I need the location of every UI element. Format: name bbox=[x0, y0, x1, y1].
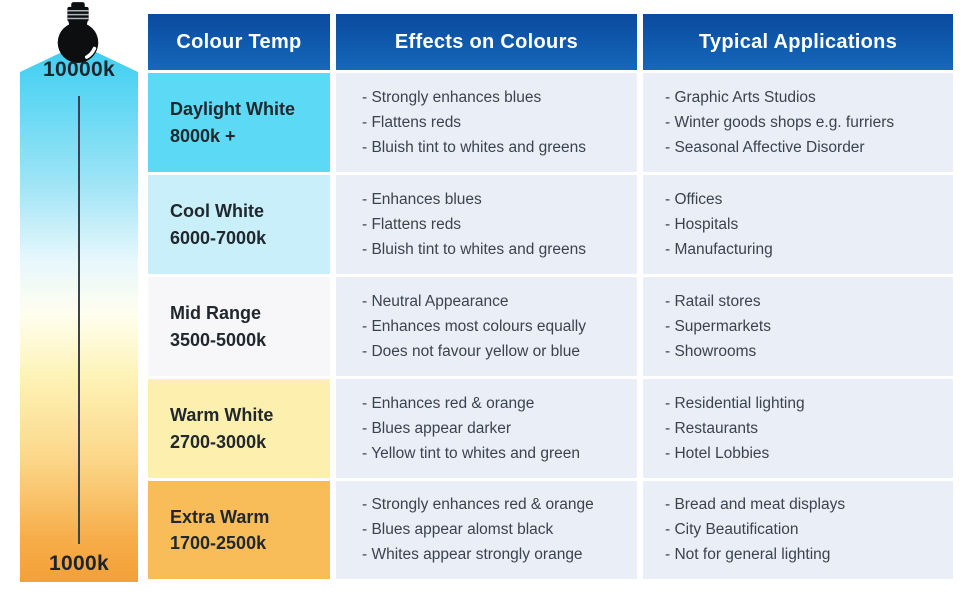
application-item: - Restaurants bbox=[665, 419, 759, 437]
effect-item: - Blues appear darker bbox=[362, 419, 512, 437]
row-applications-daylight-white: - Graphic Arts Studios - Winter goods sh… bbox=[643, 73, 953, 172]
header-colour-temp: Colour Temp bbox=[148, 14, 330, 70]
row-effects-warm-white: - Enhances red & orange - Blues appear d… bbox=[336, 379, 637, 478]
row-effects-mid-range: - Neutral Appearance - Enhances most col… bbox=[336, 277, 637, 376]
application-item: - Not for general lighting bbox=[665, 546, 831, 563]
effect-item: - Enhances most colours equally bbox=[362, 317, 587, 335]
effect-item: - Flattens reds bbox=[362, 215, 462, 233]
application-item: - Seasonal Affective Disorder bbox=[665, 138, 865, 156]
effect-item: - Neutral Appearance bbox=[362, 292, 509, 310]
row-applications-mid-range: - Ratail stores - Supermarkets - Showroo… bbox=[643, 277, 953, 376]
light-bulb-icon bbox=[57, 2, 99, 63]
effect-item: - Bluish tint to whites and greens bbox=[362, 138, 587, 156]
effect-item: - Strongly enhances blues bbox=[362, 88, 542, 106]
application-item: - Offices bbox=[665, 190, 723, 208]
effect-item: - Yellow tint to whites and green bbox=[362, 444, 580, 462]
row-applications-extra-warm: - Bread and meat displays - City Beautif… bbox=[643, 481, 953, 579]
colour-temp-range: 6000-7000k bbox=[170, 227, 267, 248]
row-label-daylight-white: Daylight White 8000k + bbox=[148, 73, 330, 172]
colour-temp-name: Cool White bbox=[170, 201, 264, 222]
colour-temp-range: 2700-3000k bbox=[170, 431, 267, 452]
colour-temp-range: 3500-5000k bbox=[170, 329, 267, 350]
row-effects-cool-white: - Enhances blues - Flattens reds - Bluis… bbox=[336, 175, 637, 274]
application-item: - Manufacturing bbox=[665, 240, 773, 258]
effect-item: - Enhances blues bbox=[362, 190, 482, 208]
effect-item: - Strongly enhances red & orange bbox=[362, 496, 594, 513]
application-item: - Hotel Lobbies bbox=[665, 444, 770, 462]
row-label-extra-warm: Extra Warm 1700-2500k bbox=[148, 481, 330, 579]
row-applications-warm-white: - Residential lighting - Restaurants - H… bbox=[643, 379, 953, 478]
colour-temp-name: Mid Range bbox=[170, 303, 262, 324]
colour-temp-range: 1700-2500k bbox=[170, 533, 267, 553]
application-item: - Supermarkets bbox=[665, 317, 771, 335]
colour-temp-name: Extra Warm bbox=[170, 506, 270, 527]
row-effects-extra-warm: - Strongly enhances red & orange - Blues… bbox=[336, 481, 637, 579]
application-item: - Hospitals bbox=[665, 215, 739, 233]
row-applications-cool-white: - Offices - Hospitals - Manufacturing bbox=[643, 175, 953, 274]
row-label-warm-white: Warm White 2700-3000k bbox=[148, 379, 330, 478]
effect-item: - Does not favour yellow or blue bbox=[362, 342, 580, 360]
colour-temp-range: 8000k + bbox=[170, 125, 236, 146]
application-item: - Showrooms bbox=[665, 342, 757, 360]
row-effects-daylight-white: - Strongly enhances blues - Flattens red… bbox=[336, 73, 637, 172]
colour-temp-name: Daylight White bbox=[170, 99, 295, 120]
row-label-cool-white: Cool White 6000-7000k bbox=[148, 175, 330, 274]
header-effects-on-colours: Effects on Colours bbox=[336, 14, 637, 70]
effect-item: - Flattens reds bbox=[362, 113, 462, 131]
effect-item: - Bluish tint to whites and greens bbox=[362, 240, 587, 258]
application-item: - Residential lighting bbox=[665, 394, 805, 412]
effect-item: - Enhances red & orange bbox=[362, 394, 535, 412]
application-item: - Bread and meat displays bbox=[665, 496, 846, 513]
kelvin-top-label: 10000k bbox=[43, 58, 115, 81]
header-typical-applications: Typical Applications bbox=[643, 14, 953, 70]
effect-item: - Whites appear strongly orange bbox=[362, 546, 583, 563]
colour-temp-table: Colour Temp Effects on Colours Typical A… bbox=[148, 14, 953, 579]
colour-temp-name: Warm White bbox=[170, 405, 274, 426]
application-item: - Graphic Arts Studios bbox=[665, 88, 816, 106]
kelvin-scale-line bbox=[78, 96, 80, 544]
kelvin-bottom-label: 1000k bbox=[49, 552, 109, 575]
application-item: - Ratail stores bbox=[665, 292, 761, 310]
row-label-mid-range: Mid Range 3500-5000k bbox=[148, 277, 330, 376]
effect-item: - Blues appear alomst black bbox=[362, 521, 554, 538]
application-item: - City Beautification bbox=[665, 521, 799, 538]
application-item: - Winter goods shops e.g. furriers bbox=[665, 113, 895, 131]
